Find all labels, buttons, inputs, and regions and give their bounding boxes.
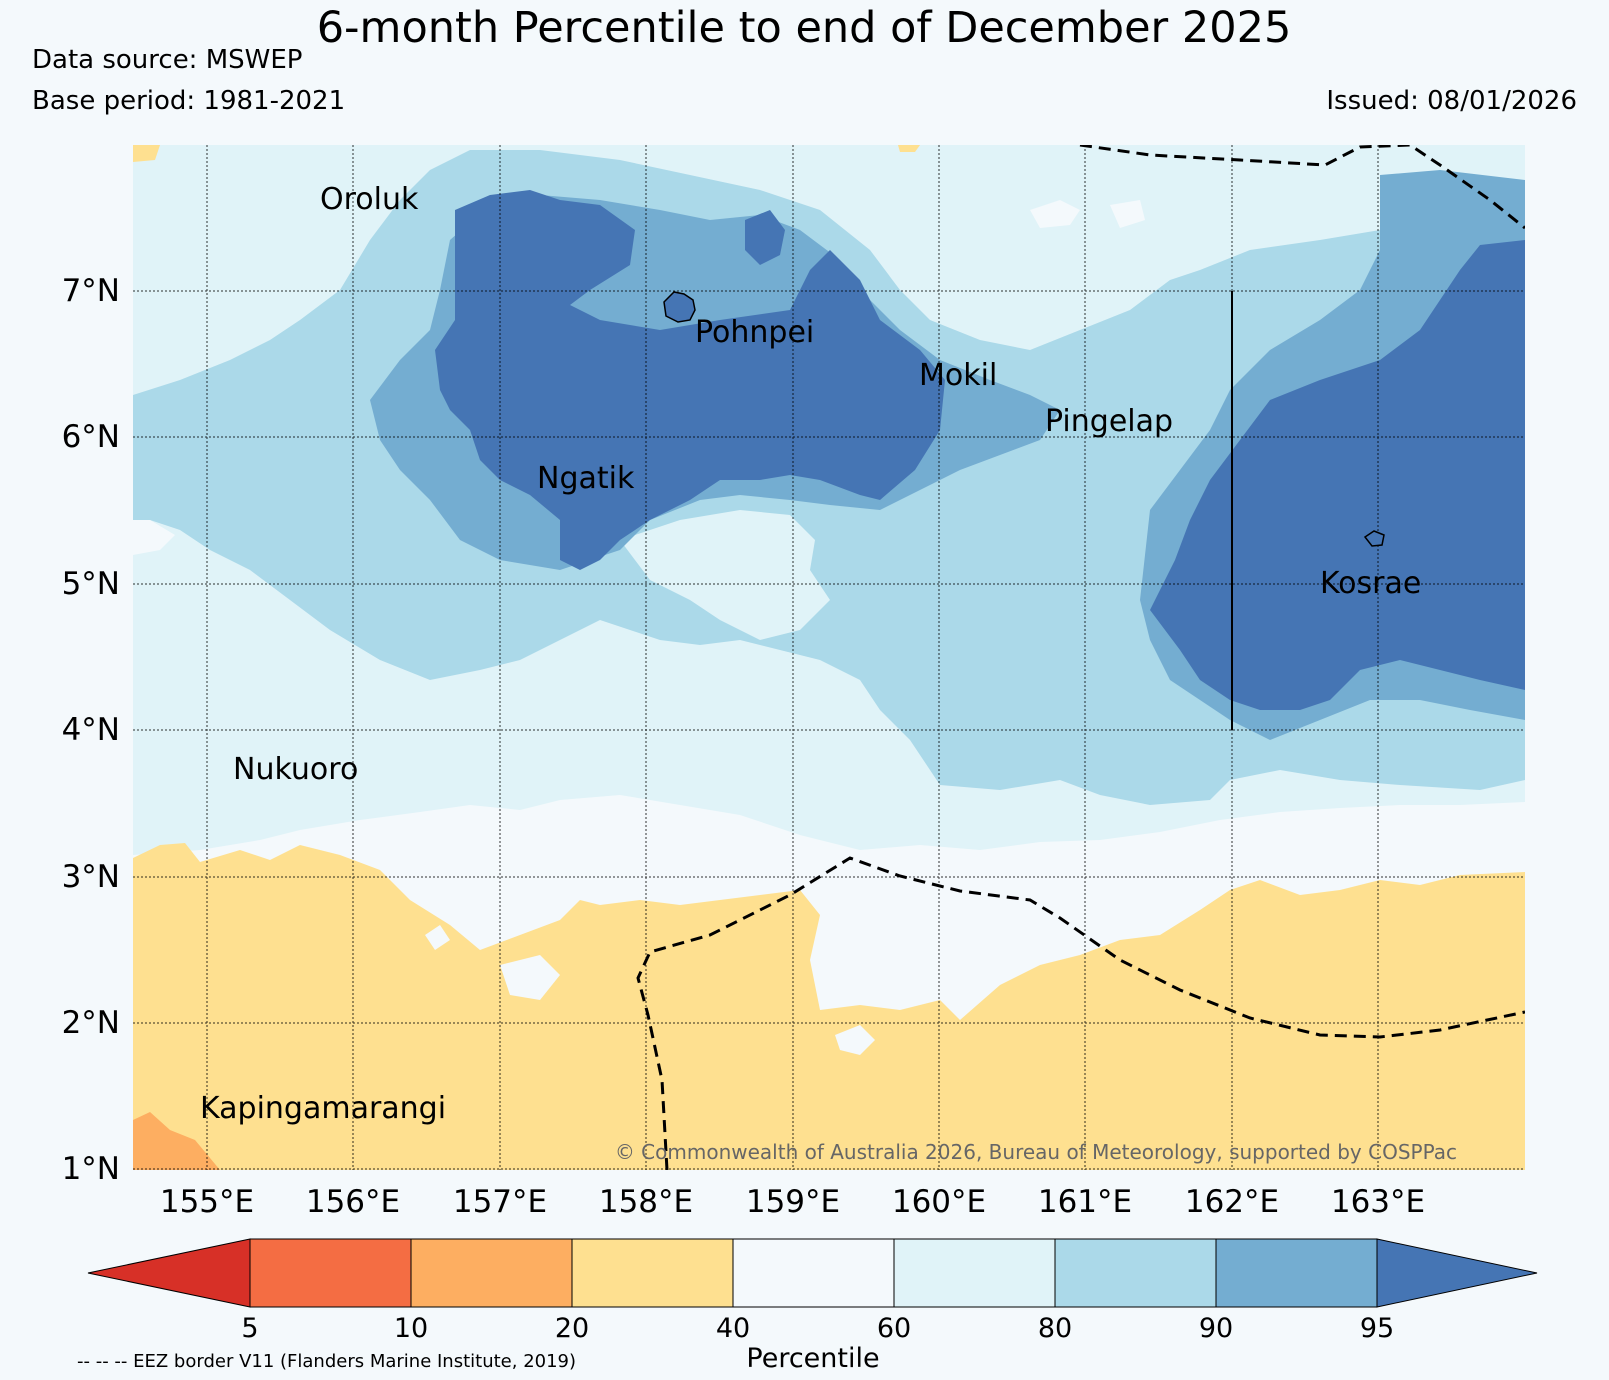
lat-label: 5°N <box>62 566 120 602</box>
shade-20-40-south <box>133 843 1525 1170</box>
colorbar-segment-40-60 <box>732 1238 895 1308</box>
shade-40-60-hole <box>835 1025 875 1055</box>
colorbar-tick: 60 <box>877 1313 911 1344</box>
lon-label: 156°E <box>306 1184 400 1220</box>
eez-borders <box>636 145 1525 1170</box>
place-label-kosrae: Kosrae <box>1320 566 1421 601</box>
colorbar-segment-20-40 <box>571 1238 734 1308</box>
colorbar-segment-below-5 <box>87 1238 251 1308</box>
eez-border-note: -- -- -- EEZ border V11 (Flanders Marine… <box>77 1351 576 1372</box>
shade-40-60-hole <box>425 925 450 950</box>
colorbar-tick: 90 <box>1199 1313 1233 1344</box>
kosrae-island-outline <box>1363 530 1385 547</box>
place-label-pingelap: Pingelap <box>1045 404 1173 439</box>
lon-label: 162°E <box>1185 1184 1279 1220</box>
colorbar-segment-60-80 <box>893 1238 1056 1308</box>
gridlines <box>133 145 1525 1170</box>
colorbar-segment-5-10 <box>249 1238 412 1308</box>
colorbar-segment-above-95 <box>1376 1238 1538 1308</box>
figure-title: 6-month Percentile to end of December 20… <box>317 3 1292 53</box>
colorbar: 5 10 20 40 60 80 90 95 Percentile <box>87 1238 1538 1374</box>
lon-label: 157°E <box>453 1184 547 1220</box>
lat-label: 7°N <box>62 273 120 309</box>
shade-20-40-north <box>133 145 160 162</box>
latitude-labels: 7°N 6°N 5°N 4°N 3°N 2°N 1°N <box>62 273 120 1187</box>
map-panel: © Commonwealth of Australia 2026, Bureau… <box>133 145 1525 1170</box>
colorbar-segment-90-95 <box>1215 1238 1378 1308</box>
data-source-label: Data source: MSWEP <box>32 45 302 75</box>
place-label-pohnpei: Pohnpei <box>695 315 814 350</box>
shade-10-20-corner <box>133 1112 220 1170</box>
base-period-label: Base period: 1981-2021 <box>32 86 345 116</box>
place-label-kapingamarangi: Kapingamarangi <box>200 1091 446 1126</box>
longitude-labels: 155°E 156°E 157°E 158°E 159°E 160°E 161°… <box>160 1184 1425 1220</box>
lat-label: 1°N <box>62 1151 120 1187</box>
shade-20-40-north <box>898 145 920 152</box>
lon-label: 159°E <box>746 1184 840 1220</box>
shade-above-95-blob <box>745 210 785 265</box>
colorbar-tick-labels: 5 10 20 40 60 80 90 95 <box>241 1313 1394 1344</box>
copyright-notice: © Commonwealth of Australia 2026, Bureau… <box>615 1140 1457 1164</box>
lon-label: 161°E <box>1038 1184 1132 1220</box>
shade-40-60-north <box>133 520 175 555</box>
lat-label: 6°N <box>62 419 120 455</box>
place-label-ngatik: Ngatik <box>537 461 635 496</box>
shade-above-95-central <box>435 190 945 570</box>
place-label-mokil: Mokil <box>919 358 997 393</box>
lat-label: 2°N <box>62 1005 120 1041</box>
lon-label: 158°E <box>599 1184 693 1220</box>
shade-60-80-hole <box>620 510 830 640</box>
place-labels: Oroluk Pohnpei Mokil Pingelap Ngatik Kos… <box>200 182 1421 1126</box>
place-label-nukuoro: Nukuoro <box>233 752 358 787</box>
colorbar-tick: 10 <box>394 1313 428 1344</box>
lon-label: 160°E <box>892 1184 986 1220</box>
colorbar-axis-label: Percentile <box>746 1343 879 1374</box>
shade-40-60-north <box>1110 200 1145 228</box>
place-label-oroluk: Oroluk <box>320 182 419 217</box>
shade-above-95-east <box>1150 240 1525 710</box>
shade-40-60-hole <box>500 955 560 1000</box>
colorbar-tick: 80 <box>1038 1313 1072 1344</box>
colorbar-tick: 95 <box>1360 1313 1394 1344</box>
lat-label: 3°N <box>62 859 120 895</box>
shade-40-60-north <box>1030 200 1080 228</box>
colorbar-segment-10-20 <box>410 1238 573 1308</box>
issued-date-label: Issued: 08/01/2026 <box>1326 86 1577 116</box>
colorbar-segment-80-90 <box>1054 1238 1217 1308</box>
colorbar-tick: 5 <box>241 1313 258 1344</box>
lon-label: 163°E <box>1331 1184 1425 1220</box>
lat-label: 4°N <box>62 712 120 748</box>
pohnpei-island-outline <box>663 291 696 323</box>
colorbar-tick: 40 <box>716 1313 750 1344</box>
lon-label: 155°E <box>160 1184 254 1220</box>
colorbar-tick: 20 <box>555 1313 589 1344</box>
